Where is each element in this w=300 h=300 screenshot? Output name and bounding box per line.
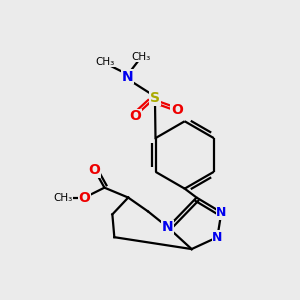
Text: N: N xyxy=(122,70,133,84)
Text: O: O xyxy=(88,163,101,177)
Text: CH₃: CH₃ xyxy=(131,52,151,62)
Text: N: N xyxy=(216,206,226,219)
Text: O: O xyxy=(171,103,183,117)
Text: S: S xyxy=(150,92,160,106)
Text: O: O xyxy=(79,190,91,205)
Text: O: O xyxy=(129,109,141,123)
Text: CH₃: CH₃ xyxy=(96,57,115,67)
Text: N: N xyxy=(162,220,174,234)
Text: N: N xyxy=(212,231,223,244)
Text: CH₃: CH₃ xyxy=(53,193,72,202)
